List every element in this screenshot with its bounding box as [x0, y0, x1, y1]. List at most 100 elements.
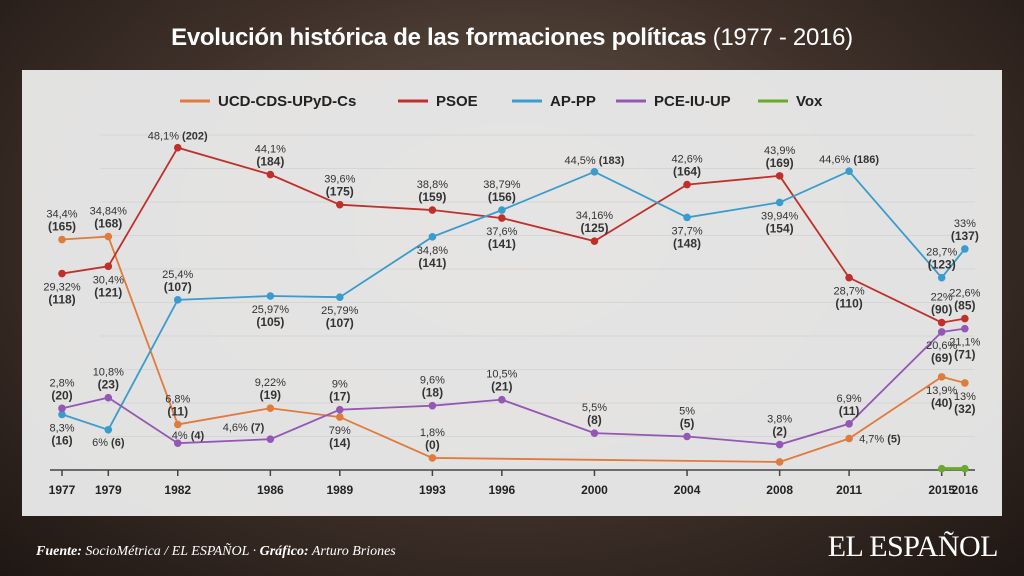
label-seats: (4) — [191, 430, 205, 442]
label-seats: (154) — [766, 221, 794, 235]
x-tick-label: 1979 — [95, 483, 122, 497]
label-seats: (0) — [425, 438, 440, 452]
source-text: SocioMétrica / EL ESPAÑOL — [85, 544, 250, 559]
graphic-author: Arturo Briones — [311, 544, 396, 559]
data-point — [498, 206, 506, 214]
data-point — [104, 426, 113, 434]
data-label: 10,5% (21) — [486, 369, 517, 394]
label-seats: (186) — [853, 154, 879, 166]
label-percent: 28,7% — [926, 247, 957, 259]
data-label: 28,7% (110) — [833, 286, 864, 311]
label-seats: (110) — [835, 297, 862, 311]
x-tick-label: 2011 — [836, 483, 862, 497]
label-seats: (123) — [928, 258, 956, 272]
data-point — [58, 404, 66, 413]
data-point — [266, 404, 275, 413]
label-seats: (159) — [418, 190, 446, 204]
data-point — [961, 464, 969, 473]
data-point — [937, 273, 946, 282]
label-percent: 37,7% — [671, 225, 702, 237]
label-percent: 43,9% — [764, 145, 795, 157]
data-label: 22,6% (85) — [949, 288, 980, 313]
label-seats: (107) — [326, 316, 354, 330]
data-label: 21,1% (71) — [949, 337, 980, 362]
data-label: 29,32% (118) — [43, 282, 81, 307]
data-point — [266, 292, 275, 300]
data-point — [775, 198, 784, 207]
label-seats: (148) — [673, 236, 701, 250]
data-point — [336, 293, 344, 302]
data-point — [961, 324, 969, 333]
data-point — [336, 405, 344, 414]
label-percent: 1,8% — [420, 427, 445, 439]
label-percent: 34,84% — [90, 206, 128, 218]
label-percent: 44,6% — [819, 154, 853, 166]
label-seats: (184) — [256, 155, 284, 169]
x-tick-label: 2015 — [928, 483, 955, 497]
label-percent: 25,97% — [252, 304, 290, 316]
title-years: (1977 - 2016) — [712, 24, 854, 51]
separator: · — [249, 544, 260, 559]
label-seats: (141) — [488, 237, 516, 251]
label-percent: 44,1% — [255, 144, 286, 156]
label-seats: (14) — [329, 436, 350, 450]
data-label: 5% (5) — [679, 406, 695, 431]
data-point — [961, 314, 969, 323]
label-seats: (6) — [111, 437, 125, 449]
data-point — [590, 168, 599, 176]
label-seats: (17) — [329, 390, 350, 404]
data-label: 3,8% (2) — [767, 414, 792, 439]
data-point — [937, 318, 946, 327]
x-tick-label: 1996 — [488, 483, 515, 497]
label-percent: 9,22% — [255, 377, 286, 389]
label-percent: 34,8% — [417, 245, 448, 257]
label-percent: 4% — [172, 430, 191, 442]
label-seats: (164) — [673, 165, 701, 179]
label-seats: (202) — [182, 131, 208, 143]
label-seats: (175) — [326, 185, 354, 199]
label-percent: 30,4% — [93, 274, 124, 286]
label-percent: 13,9% — [926, 385, 957, 397]
data-label: 25,97% (105) — [252, 304, 290, 329]
data-point — [173, 296, 182, 304]
data-point — [428, 454, 437, 462]
data-label: 25,4% (107) — [162, 269, 193, 294]
data-label: 4,7% (5) — [859, 434, 901, 446]
label-percent: 9% — [332, 379, 348, 391]
data-point — [937, 373, 946, 381]
label-seats: (90) — [931, 303, 952, 317]
data-point — [937, 328, 946, 336]
label-percent: 22% — [931, 292, 953, 304]
label-seats: (85) — [954, 299, 975, 313]
legend-item-ucd-cds-upyd-cs: UCD-CDS-UPyD-Cs — [180, 93, 356, 110]
data-point — [58, 235, 66, 244]
label-percent: 20,6% — [926, 340, 957, 352]
data-point — [58, 269, 66, 278]
series-line-pce-iu-up — [61, 327, 965, 446]
data-label: 13% (32) — [954, 391, 976, 416]
data-label: 43,9% (169) — [764, 145, 795, 170]
label-seats: (125) — [580, 221, 608, 235]
data-point — [683, 213, 691, 222]
data-label: 34,16% (125) — [576, 210, 614, 235]
legend-label: UCD-CDS-UPyD-Cs — [218, 93, 356, 110]
label-percent: 38,79% — [483, 179, 521, 191]
data-point — [428, 233, 437, 241]
footer-credits: Fuente: SocioMétrica / EL ESPAÑOL · Gráf… — [36, 544, 396, 560]
label-percent: 22,6% — [949, 288, 980, 300]
data-label: 38,8% (159) — [417, 179, 448, 204]
x-tick-label: 2000 — [581, 483, 608, 497]
graphic-label: Gráfico: — [259, 544, 309, 559]
data-point — [336, 413, 344, 421]
label-percent: 39,94% — [761, 210, 799, 222]
data-label: 9% (17) — [329, 379, 350, 404]
data-label: 37,6% (141) — [486, 226, 517, 251]
data-label: 9,22% (19) — [255, 377, 286, 402]
data-point — [266, 170, 275, 179]
label-seats: (7) — [251, 422, 265, 434]
label-seats: (8) — [587, 413, 602, 427]
data-point — [845, 167, 853, 175]
data-point — [775, 458, 784, 466]
data-label: 48,1% (202) — [148, 131, 208, 143]
x-tick-label: 1986 — [257, 483, 284, 497]
